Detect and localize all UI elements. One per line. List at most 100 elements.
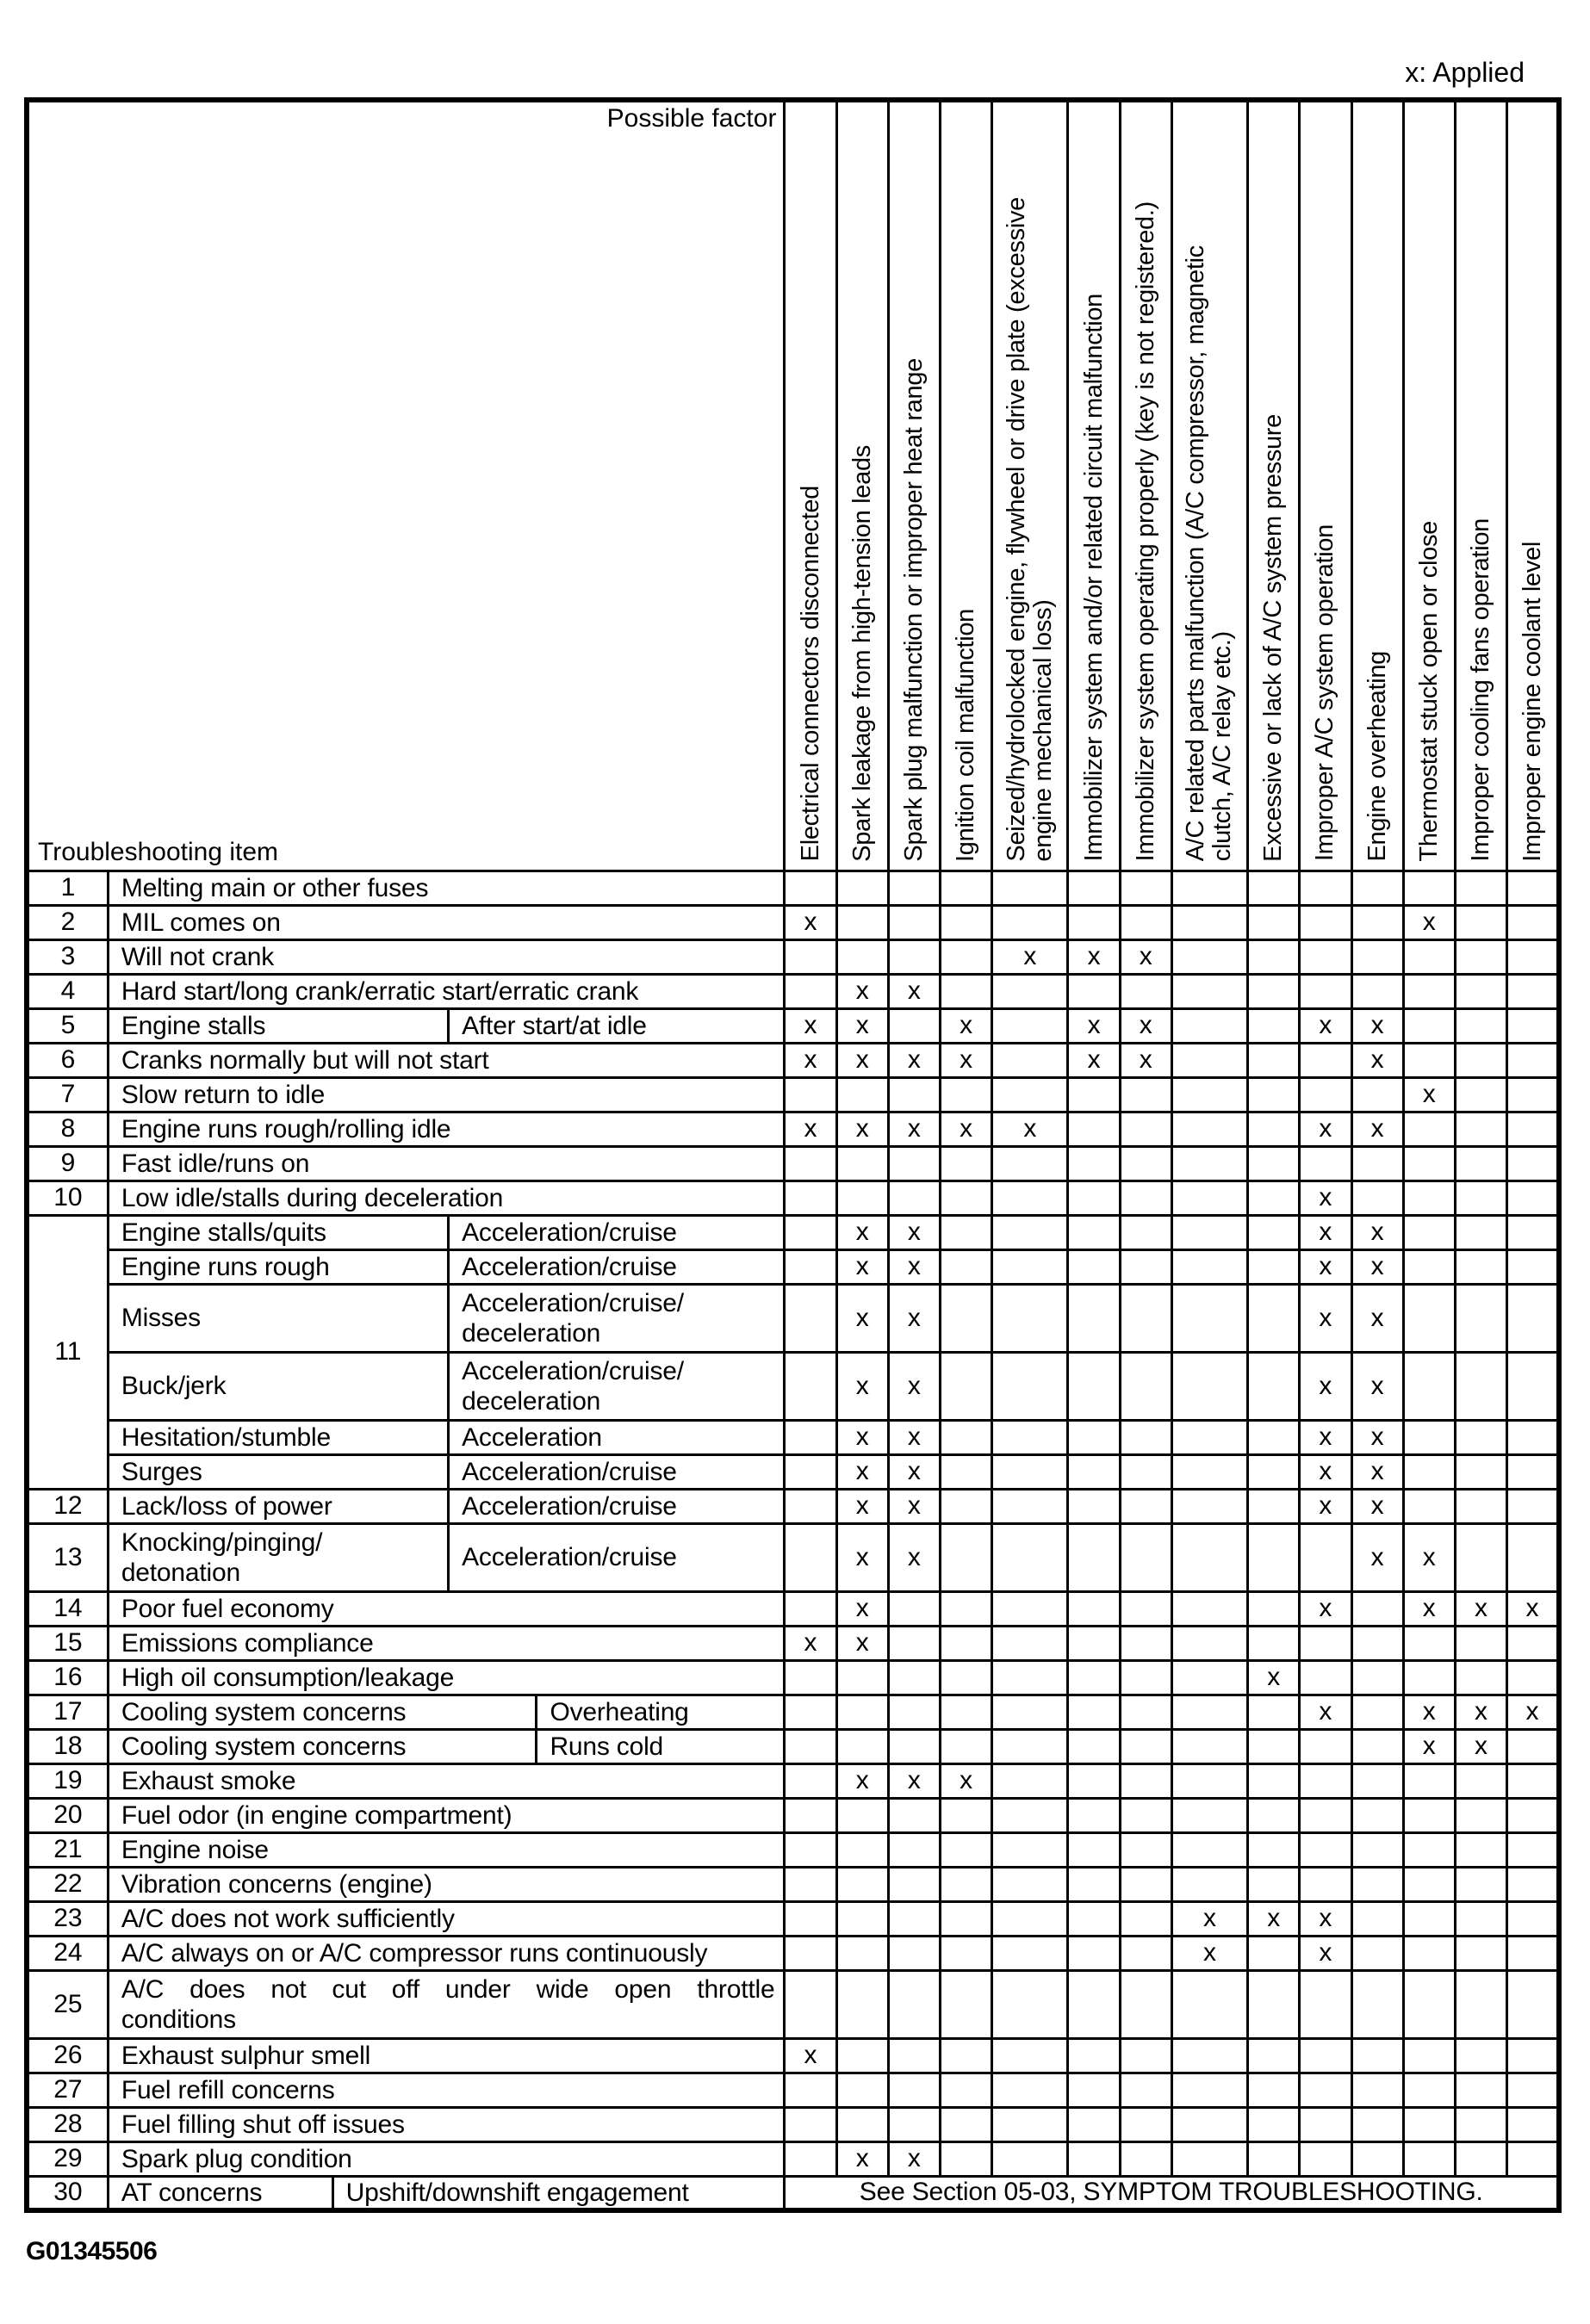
mark-cell — [886, 2036, 942, 2074]
mark-cell-applied: x — [1298, 1110, 1353, 1148]
mark-cell — [1066, 1248, 1121, 1286]
item-cell: Fast idle/runs on — [106, 1144, 786, 1182]
mark-cell-applied: x — [1350, 1453, 1405, 1490]
mark-cell-applied: x — [835, 1521, 890, 1593]
mark-cell — [991, 1453, 1070, 1490]
mark-cell — [783, 972, 838, 1010]
table-row: 21 Engine noise — [25, 1831, 1561, 1868]
table-row: 10 Low idle/stalls during deceleration x — [25, 1179, 1561, 1217]
mark-cell — [1246, 1693, 1301, 1731]
mark-cell-applied: x — [1401, 1075, 1456, 1113]
table-row: 30 AT concerns Upshift/downshift engagemen… — [25, 2174, 1561, 2212]
mark-cell — [1506, 1658, 1561, 1696]
mark-cell-applied: x — [1298, 1934, 1353, 1972]
factor-header-6: Immobilizer system and/or related circui… — [1066, 98, 1121, 872]
mark-cell — [1298, 2140, 1353, 2178]
mark-cell — [1453, 1248, 1509, 1286]
mark-cell — [1506, 1865, 1561, 1903]
mark-cell-applied: x — [1401, 903, 1456, 941]
mark-cell — [938, 1727, 994, 1765]
mark-cell — [886, 1899, 942, 1937]
mark-cell — [1350, 869, 1405, 907]
mark-cell — [1506, 1041, 1561, 1079]
mark-cell — [1453, 903, 1509, 941]
mark-cell — [1118, 1693, 1173, 1731]
mark-cell — [1246, 1282, 1301, 1354]
mark-cell — [1401, 1007, 1456, 1044]
table-row: 9 Fast idle/runs on — [25, 1144, 1561, 1182]
mark-cell — [1066, 1727, 1121, 1765]
mark-cell — [991, 1007, 1070, 1044]
mark-cell — [835, 1693, 890, 1731]
mark-cell — [991, 903, 1070, 941]
mark-cell-applied: x — [835, 1590, 890, 1627]
mark-cell — [783, 1521, 838, 1593]
mark-cell — [1118, 1179, 1173, 1217]
mark-cell — [1453, 1418, 1509, 1456]
factor-header-text: Ignition coil malfunction — [952, 608, 980, 862]
mark-cell — [938, 2105, 994, 2143]
mark-cell — [1066, 1282, 1121, 1354]
mark-cell — [1453, 869, 1509, 907]
mark-cell-applied: x — [1350, 1521, 1405, 1593]
mark-cell — [938, 1487, 994, 1525]
mark-cell — [1506, 1487, 1561, 1525]
mark-cell — [1170, 1007, 1250, 1044]
troubleshooting-matrix-table: Possible factor Troubleshooting item Ele… — [24, 97, 1562, 2213]
condition-cell: Acceleration — [447, 1418, 786, 1456]
mark-cell — [1118, 1248, 1173, 1286]
item-cell: Slow return to idle — [106, 1075, 786, 1113]
mark-cell-applied: x — [1170, 1934, 1250, 1972]
mark-cell — [1401, 1658, 1456, 1696]
factor-header-11: Engine overheating — [1350, 98, 1405, 872]
mark-cell — [1118, 1899, 1173, 1937]
mark-cell — [1118, 1796, 1173, 1834]
mark-cell — [1401, 1934, 1456, 1972]
mark-cell — [1506, 1796, 1561, 1834]
mark-cell-applied: x — [938, 1041, 994, 1079]
mark-cell — [1246, 1179, 1301, 1217]
row-number: 3 — [25, 938, 109, 976]
mark-cell — [783, 1590, 838, 1627]
table-row: 27 Fuel refill concerns — [25, 2071, 1561, 2109]
mark-cell — [1170, 1658, 1250, 1696]
mark-cell — [886, 1934, 942, 1972]
mark-cell — [1170, 2036, 1250, 2074]
mark-cell — [1350, 2071, 1405, 2109]
mark-cell — [783, 1899, 838, 1937]
mark-cell — [991, 1899, 1070, 1937]
mark-cell — [1506, 1831, 1561, 1868]
mark-cell — [1506, 1075, 1561, 1113]
mark-cell — [1170, 1624, 1250, 1662]
possible-factor-label: Possible factor — [606, 104, 777, 133]
mark-cell-applied: x — [938, 1762, 994, 1800]
mark-cell — [1118, 1727, 1173, 1765]
mark-cell-applied: x — [1350, 1418, 1405, 1456]
mark-cell — [1350, 1831, 1405, 1868]
table-row: 20 Fuel odor (in engine compartment) — [25, 1796, 1561, 1834]
mark-cell — [1401, 2105, 1456, 2143]
mark-cell — [835, 903, 890, 941]
factor-header-text: Excessive or lack of A/C system pressure — [1259, 413, 1288, 862]
mark-cell — [835, 1727, 890, 1765]
mark-cell — [1118, 1624, 1173, 1662]
mark-cell — [783, 1658, 838, 1696]
mark-cell — [991, 1796, 1070, 1834]
factor-header-3: Spark plug malfunction or improper heat … — [886, 98, 942, 872]
mark-cell-applied: x — [1350, 1213, 1405, 1251]
mark-cell — [1506, 1418, 1561, 1456]
mark-cell-applied: x — [835, 1213, 890, 1251]
mark-cell — [835, 2036, 890, 2074]
mark-cell — [1246, 1144, 1301, 1182]
mark-cell — [1170, 1831, 1250, 1868]
mark-cell — [991, 972, 1070, 1010]
mark-cell-applied: x — [886, 1762, 942, 1800]
mark-cell — [835, 1865, 890, 1903]
mark-cell — [991, 2071, 1070, 2109]
mark-cell — [1401, 1487, 1456, 1525]
table-row: 6 Cranks normally but will not start x x x x x… — [25, 1041, 1561, 1079]
mark-cell — [886, 1693, 942, 1731]
table-row: 3 Will not crank x x x — [25, 938, 1561, 976]
mark-cell — [991, 1418, 1070, 1456]
